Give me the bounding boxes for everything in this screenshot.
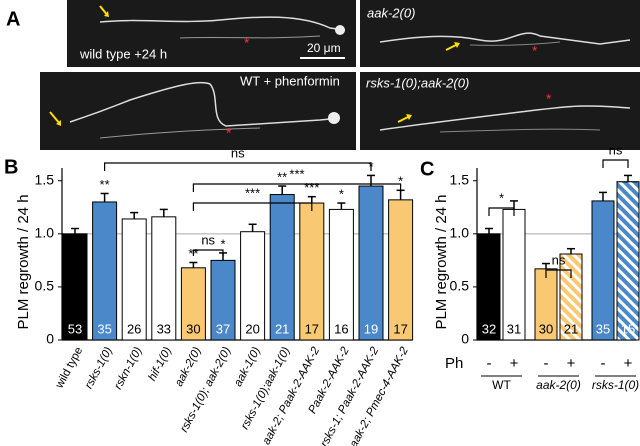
micrograph: * WT + phenformin (40, 72, 356, 150)
y-tick-label: 0.5 (35, 278, 55, 294)
y-tick-label: 1.5 (35, 171, 55, 187)
image-label: WT + phenformin (240, 73, 340, 88)
bar-count: 17 (305, 321, 319, 336)
image-label: aak-2(0) (367, 5, 415, 20)
group-label: aak-2(0) (536, 378, 581, 392)
bracket-label: ns (201, 232, 215, 247)
bar-count: 20 (245, 321, 259, 336)
image-label: rsks-1(0);aak-2(0) (366, 75, 469, 90)
x-tick-label: + (510, 355, 519, 372)
asterisk-mark: * (546, 91, 552, 107)
bar (269, 194, 295, 341)
bar (299, 202, 325, 341)
panel-label: A (6, 8, 20, 30)
bar-count: 53 (68, 321, 82, 336)
x-tick-label: - (487, 355, 492, 372)
significance-bracket (488, 207, 515, 216)
significance-label: * (398, 174, 403, 189)
micrograph: * rsks-1(0);aak-2(0) (360, 72, 640, 150)
y-tick-label: 1.0 (450, 225, 470, 241)
y-tick-label: 0 (46, 331, 54, 347)
bar-count: 30 (539, 321, 553, 336)
bar (62, 233, 88, 341)
bar (151, 216, 177, 341)
significance-bracket (192, 202, 313, 211)
x-tick-label: rskn-1(0) (112, 345, 144, 391)
bar-hatch (616, 181, 640, 341)
bar (358, 185, 384, 341)
significance-label: * (339, 186, 344, 201)
x-row-label: Ph (445, 355, 463, 372)
significance-label: *** (304, 180, 319, 195)
bracket-label: *** (245, 185, 260, 200)
x-tick-label: + (567, 355, 576, 372)
y-tick-label: 0.5 (450, 278, 470, 294)
y-tick-label: 0 (461, 331, 469, 347)
significance-bracket (602, 159, 629, 168)
group-label: WT (492, 378, 511, 392)
bar (240, 231, 266, 341)
x-tick-label: - (544, 355, 549, 372)
x-tick-label: wild type (53, 345, 85, 391)
bar-count: 16 (334, 321, 348, 336)
group-label: rsks-1(0) (592, 378, 639, 392)
bar-count: 33 (157, 321, 171, 336)
scale-bar-label: 20 μm (307, 41, 341, 55)
x-tick-label: rsks-1(0) (83, 345, 115, 391)
bar (210, 259, 236, 341)
bar-count: 32 (482, 321, 496, 336)
significance-label: ** (277, 169, 287, 184)
asterisk-mark: * (532, 43, 538, 59)
significance-bracket (545, 269, 572, 278)
bar (328, 208, 354, 341)
significance-bracket (192, 183, 402, 192)
significance-label: * (220, 236, 225, 251)
bar-count: 30 (186, 321, 200, 336)
y-axis-label: PLM regrowth / 24 h (433, 194, 450, 329)
asterisk-mark: * (244, 35, 250, 51)
bracket-label: ns (231, 145, 245, 160)
bar (92, 201, 118, 341)
micrograph: * aak-2(0) (360, 0, 640, 67)
bar-count: 37 (216, 321, 230, 336)
panel-label: C (420, 158, 434, 180)
x-tick-label: aak-2(0) (173, 345, 204, 389)
panel-label: B (4, 156, 18, 178)
significance-bracket (104, 162, 372, 171)
bracket-label: * (499, 190, 504, 205)
x-tick-label: - (601, 355, 606, 372)
x-tick-label: aak-2; Paak-2-AAK-2 (261, 345, 323, 446)
bracket-label: ns (609, 142, 623, 157)
bar-count: 21 (564, 321, 578, 336)
asterisk-mark: * (226, 125, 232, 141)
bar (502, 208, 526, 341)
bar-count: 35 (596, 321, 610, 336)
x-tick-label: hif-1(0) (146, 345, 174, 383)
bar-count: 35 (97, 321, 111, 336)
bar (388, 199, 414, 341)
x-tick-label: + (624, 355, 633, 372)
bar-count: 31 (507, 321, 521, 336)
significance-label: ** (100, 177, 110, 192)
y-tick-label: 1.0 (35, 225, 55, 241)
y-axis-label: PLM regrowth / 24 h (15, 194, 32, 329)
bar-count: 19 (364, 321, 378, 336)
bar-count: 26 (127, 321, 141, 336)
significance-bracket (192, 249, 224, 256)
micrograph: * wild type +24 h 20 μm (67, 0, 356, 67)
bracket-label: ns (552, 252, 566, 267)
image-label: wild type +24 h (79, 46, 167, 61)
bracket-label: *** (289, 166, 304, 181)
bar-count: 21 (275, 321, 289, 336)
bar (121, 218, 147, 341)
bar-count: 15 (621, 321, 635, 336)
y-tick-label: 1.5 (450, 171, 470, 187)
bar-count: 17 (393, 321, 407, 336)
x-tick-label: aak-1(0) (232, 345, 263, 389)
bar (591, 200, 615, 341)
